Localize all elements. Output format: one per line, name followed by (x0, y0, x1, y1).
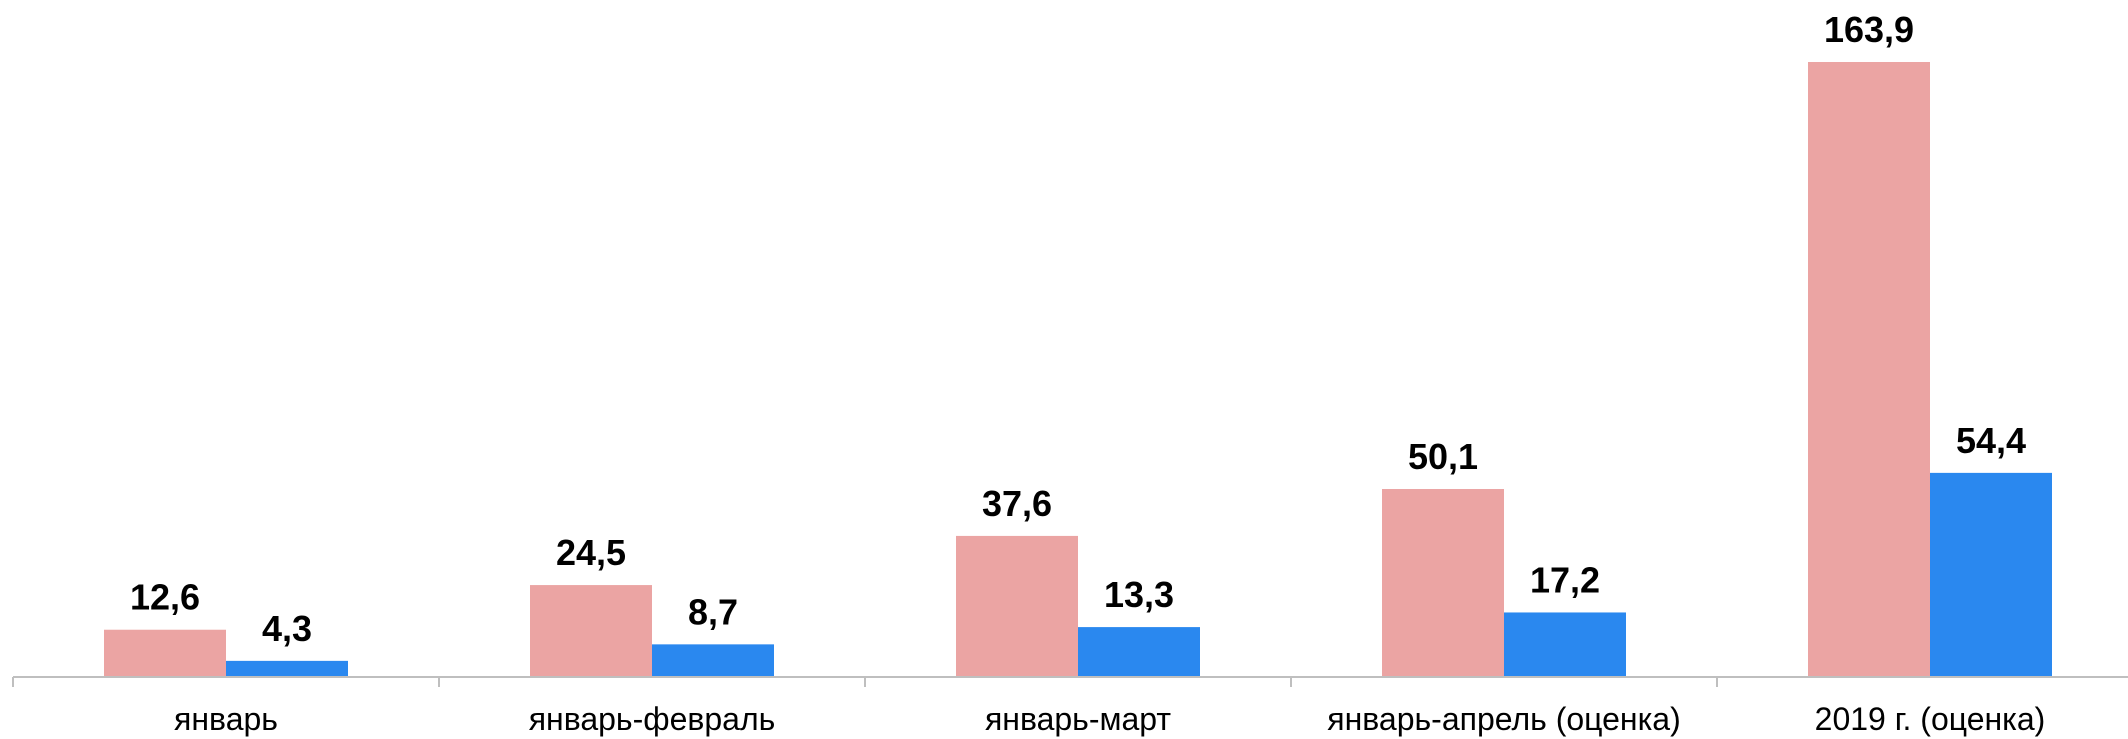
bar-2-4 (1504, 612, 1626, 677)
value-label-2-2: 8,7 (688, 591, 738, 632)
value-label-2-4: 17,2 (1530, 559, 1600, 600)
bar-1-1 (104, 629, 226, 677)
value-label-2-3: 13,3 (1104, 574, 1174, 615)
category-label-5: 2019 г. (оценка) (1815, 701, 2046, 737)
value-label-1-1: 12,6 (130, 577, 200, 618)
category-label-3: январь-март (985, 701, 1171, 737)
bar-1-3 (956, 535, 1078, 677)
category-labels-group: январь январь-февраль январь-март январь-ап… (174, 701, 2045, 737)
value-label-1-2: 24,5 (556, 532, 626, 573)
bar-2-3 (1078, 627, 1200, 677)
value-labels-group: 12,6 4,3 24,5 8,7 37,6 13,3 50,1 17,2 163,9 54,4 (130, 9, 2026, 649)
bar-2-5 (1930, 472, 2052, 677)
bar-1-2 (530, 585, 652, 677)
value-label-2-1: 4,3 (262, 608, 312, 649)
category-label-2: январь-февраль (529, 701, 776, 737)
category-label-1: январь (174, 701, 278, 737)
category-label-4: январь-апрель (оценка) (1327, 701, 1681, 737)
x-axis (12, 676, 2128, 687)
bar-1-5 (1808, 62, 1930, 677)
value-label-1-5: 163,9 (1824, 9, 1914, 50)
bar-1-4 (1382, 489, 1504, 677)
bar-2-2 (652, 644, 774, 677)
bar-2-1 (226, 660, 348, 677)
value-label-2-5: 54,4 (1956, 420, 2026, 461)
value-label-1-4: 50,1 (1408, 436, 1478, 477)
bars-group (104, 62, 2052, 677)
value-label-1-3: 37,6 (982, 483, 1052, 524)
